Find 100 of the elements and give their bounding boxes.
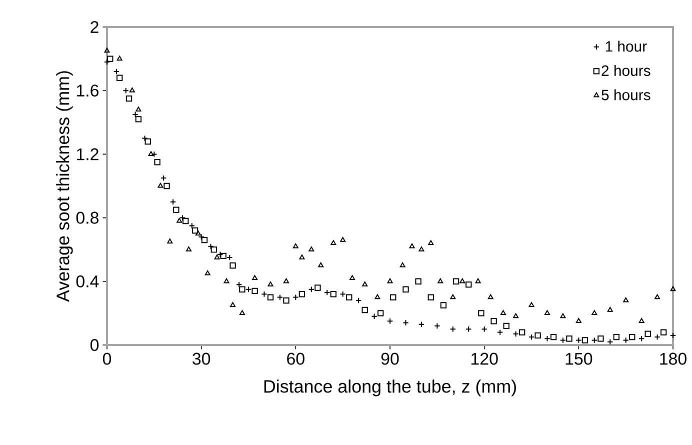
point xyxy=(283,297,290,304)
point xyxy=(268,281,274,286)
x-tick-label: 150 xyxy=(566,352,592,365)
point xyxy=(144,138,151,145)
point xyxy=(409,243,415,248)
x-tick-label: 60 xyxy=(287,352,304,365)
point xyxy=(239,286,246,292)
point xyxy=(239,310,245,315)
x-axis-title: Distance along the tube, z (mm) xyxy=(264,380,516,396)
point xyxy=(518,329,526,336)
y-tick-label: 0.8 xyxy=(76,212,98,224)
point xyxy=(340,236,346,242)
legend-label: 2 hours xyxy=(602,65,650,76)
point xyxy=(528,302,534,308)
point xyxy=(629,334,636,340)
point xyxy=(428,294,434,300)
point xyxy=(308,246,314,252)
point xyxy=(126,95,132,102)
point xyxy=(623,297,629,302)
point xyxy=(654,294,660,300)
point xyxy=(387,278,393,284)
point xyxy=(613,334,620,340)
point xyxy=(299,254,305,260)
point xyxy=(116,56,122,61)
point xyxy=(660,329,667,336)
legend-label: 5 hours xyxy=(602,89,650,100)
point xyxy=(192,227,198,234)
x-tick-label: 0 xyxy=(102,352,112,365)
point xyxy=(390,294,396,300)
y-tick-label: 0.4 xyxy=(76,275,99,288)
point xyxy=(158,182,164,188)
point xyxy=(135,116,142,122)
point xyxy=(267,294,274,300)
point xyxy=(513,313,519,318)
point xyxy=(283,278,289,284)
point xyxy=(176,218,182,223)
point xyxy=(438,278,444,284)
x-tick-label: 180 xyxy=(660,352,686,365)
point xyxy=(224,278,230,284)
point xyxy=(598,336,604,342)
y-tick-label: 1.2 xyxy=(76,148,98,160)
point xyxy=(607,306,613,312)
point xyxy=(638,318,644,323)
point xyxy=(377,310,384,316)
x-tick-label: 30 xyxy=(192,352,210,365)
point xyxy=(148,151,154,156)
point xyxy=(503,322,510,330)
point xyxy=(210,246,218,253)
point xyxy=(428,240,434,246)
point xyxy=(182,218,189,224)
point xyxy=(136,106,142,112)
point xyxy=(500,310,506,315)
point xyxy=(415,278,422,284)
point xyxy=(220,252,226,260)
point xyxy=(478,310,484,316)
point xyxy=(116,74,123,81)
point xyxy=(544,310,550,315)
x-tick-label: 90 xyxy=(381,352,399,365)
point xyxy=(466,281,472,288)
x-tick-label: 120 xyxy=(472,352,498,365)
point xyxy=(298,291,306,298)
point xyxy=(362,306,368,314)
legend-label: 1 hour xyxy=(606,40,647,52)
point xyxy=(252,288,258,294)
point xyxy=(362,281,368,286)
point xyxy=(440,302,447,308)
point xyxy=(488,294,494,300)
point xyxy=(582,337,588,344)
point xyxy=(314,284,321,291)
y-tick-label: 0 xyxy=(90,339,99,351)
point xyxy=(490,318,497,324)
point xyxy=(201,236,208,244)
point xyxy=(186,246,192,252)
point xyxy=(292,243,298,248)
point xyxy=(402,286,409,292)
point xyxy=(173,206,180,213)
point xyxy=(418,246,424,252)
point xyxy=(195,230,201,236)
point xyxy=(154,159,160,166)
point xyxy=(400,262,406,268)
point xyxy=(374,294,380,300)
point xyxy=(644,330,651,337)
point xyxy=(330,240,336,246)
point xyxy=(214,254,220,260)
point xyxy=(550,334,557,340)
point xyxy=(129,88,135,92)
point xyxy=(576,318,582,323)
y-tick-label: 1.6 xyxy=(76,84,98,97)
point xyxy=(350,275,356,280)
point xyxy=(475,278,481,284)
y-tick-label: 2 xyxy=(90,21,98,33)
point xyxy=(204,270,210,276)
point xyxy=(534,332,541,339)
point xyxy=(230,302,236,308)
point xyxy=(330,291,336,298)
point xyxy=(318,262,324,268)
point xyxy=(346,294,352,300)
point xyxy=(164,182,170,190)
point xyxy=(452,278,460,284)
point xyxy=(107,56,114,62)
